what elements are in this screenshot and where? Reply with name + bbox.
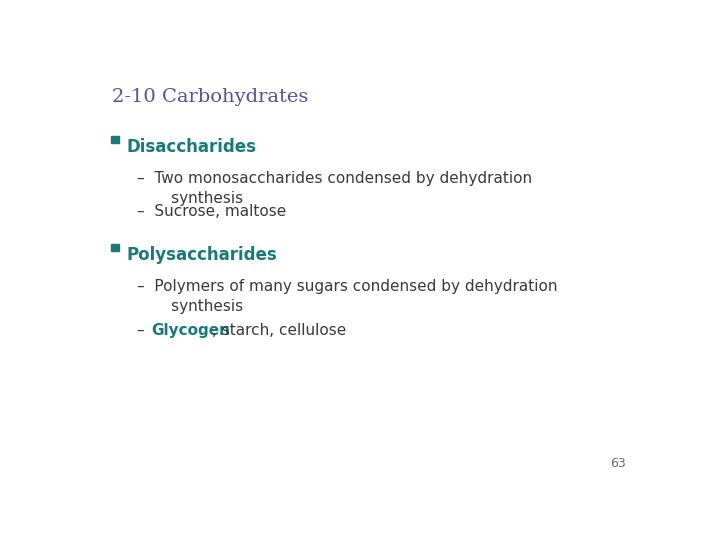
Text: –: – xyxy=(138,322,155,338)
Text: 2-10 Carbohydrates: 2-10 Carbohydrates xyxy=(112,87,309,106)
Text: –  Two monosaccharides condensed by dehydration
       synthesis: – Two monosaccharides condensed by dehyd… xyxy=(138,171,533,206)
Bar xyxy=(111,136,119,144)
Text: –  Polymers of many sugars condensed by dehydration
       synthesis: – Polymers of many sugars condensed by d… xyxy=(138,279,558,314)
Text: , starch, cellulose: , starch, cellulose xyxy=(212,322,346,338)
Text: –  Sucrose, maltose: – Sucrose, maltose xyxy=(138,204,287,219)
Text: 63: 63 xyxy=(610,457,626,470)
Text: Polysaccharides: Polysaccharides xyxy=(126,246,277,264)
Bar xyxy=(111,244,119,252)
Text: Disaccharides: Disaccharides xyxy=(126,138,256,156)
Text: Glycogen: Glycogen xyxy=(151,322,230,338)
